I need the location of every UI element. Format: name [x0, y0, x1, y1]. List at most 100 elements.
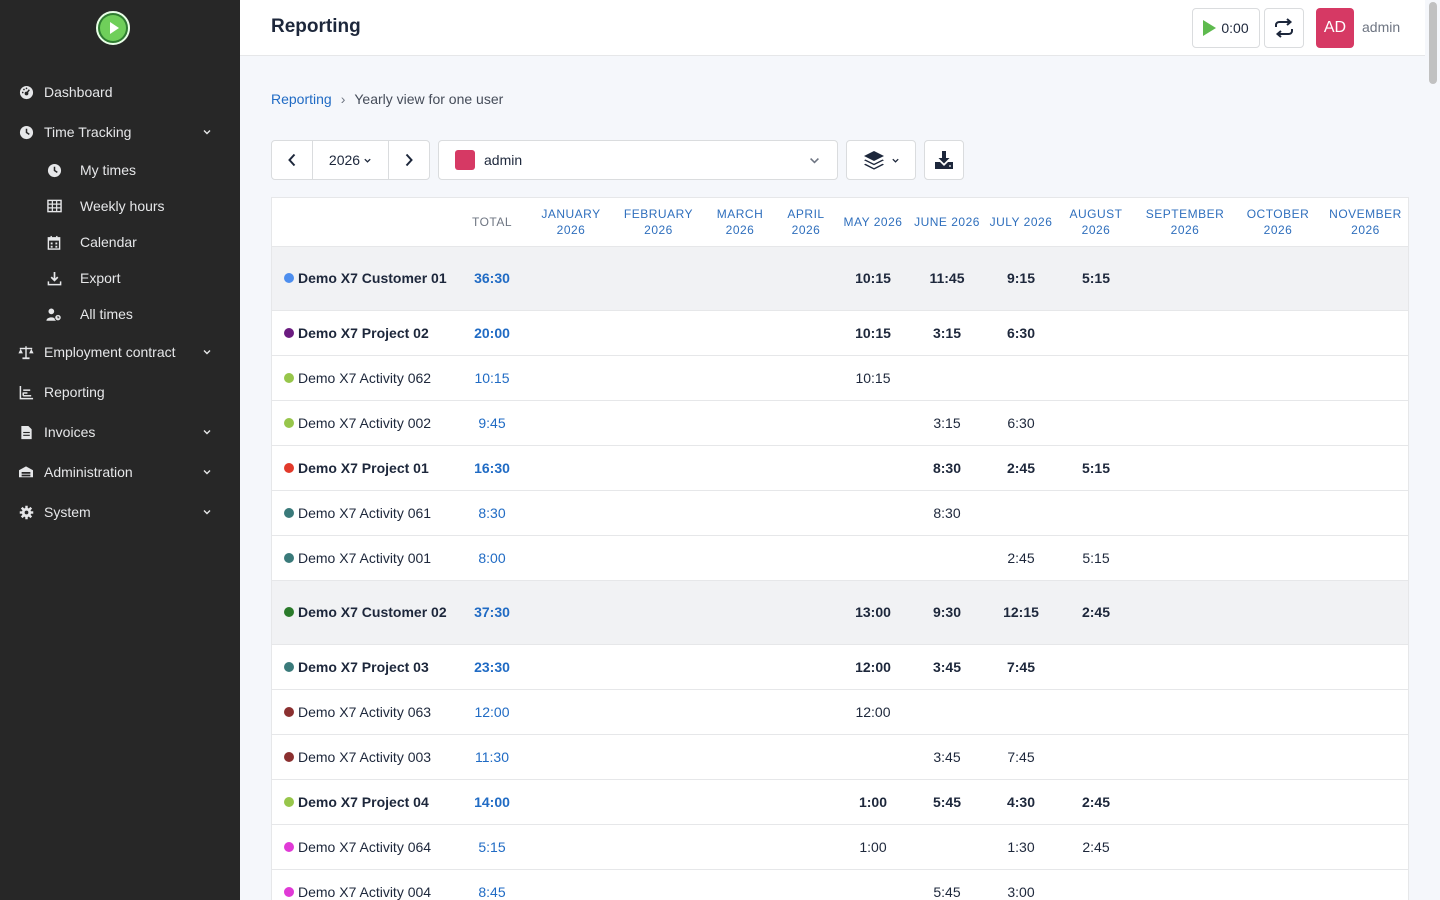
- month-cell: [1234, 734, 1322, 780]
- scale-icon: [18, 344, 34, 360]
- sidebar-item-administration[interactable]: Administration: [0, 452, 240, 492]
- month-cell: [838, 869, 908, 900]
- table-row-customer: Demo X7 Customer 02 37:30 13:00 9:30 12:15 2:…: [272, 580, 1408, 645]
- month-cell: [774, 535, 838, 581]
- row-total-link[interactable]: 14:00: [453, 779, 531, 825]
- month-cell: [706, 689, 774, 735]
- month-cell: 2:45: [1056, 580, 1136, 645]
- sidebar-item-label: Invoices: [44, 424, 96, 440]
- color-dot-icon: [284, 751, 294, 762]
- sidebar-item-reporting[interactable]: Reporting: [0, 372, 240, 412]
- header-month: SEPTEMBER 2026: [1136, 198, 1234, 247]
- row-total-link[interactable]: 9:45: [453, 400, 531, 446]
- sidebar-item-employment-contract[interactable]: Employment contract: [0, 332, 240, 372]
- color-dot-icon: [284, 462, 294, 473]
- sidebar-item-my-times[interactable]: My times: [0, 152, 240, 188]
- previous-year-button[interactable]: [272, 141, 312, 179]
- header-month: APRIL 2026: [774, 198, 838, 247]
- row-total-link[interactable]: 16:30: [453, 445, 531, 491]
- month-cell: [1136, 689, 1234, 735]
- row-total-link[interactable]: 20:00: [453, 310, 531, 356]
- users-clock-icon: [46, 306, 62, 322]
- month-cell: 13:00: [838, 580, 908, 645]
- start-timer-button[interactable]: 0:00: [1192, 8, 1260, 48]
- month-cell: 9:30: [908, 580, 986, 645]
- row-name-cell: Demo X7 Activity 001: [272, 535, 453, 581]
- sidebar-item-weekly-hours[interactable]: Weekly hours: [0, 188, 240, 224]
- month-cell: [611, 490, 706, 536]
- sidebar: Dashboard Time Tracking My times Weekly …: [0, 0, 240, 900]
- row-total-link[interactable]: 8:00: [453, 535, 531, 581]
- breadcrumb: Reporting › Yearly view for one user: [271, 91, 503, 107]
- activity-name: Demo X7 Activity 002: [298, 414, 432, 431]
- row-total-link[interactable]: 10:15: [453, 355, 531, 401]
- row-total-link[interactable]: 8:45: [453, 869, 531, 900]
- sidebar-item-calendar[interactable]: Calendar: [0, 224, 240, 260]
- color-dot-icon: [284, 796, 294, 807]
- row-total-link[interactable]: 11:30: [453, 734, 531, 780]
- play-icon: [1203, 20, 1217, 36]
- row-total-link[interactable]: 23:30: [453, 644, 531, 690]
- user-select[interactable]: admin: [438, 140, 838, 180]
- sidebar-item-time-tracking[interactable]: Time Tracking: [0, 112, 240, 152]
- month-cell: [1322, 535, 1408, 581]
- header-month: JULY 2026: [986, 198, 1056, 247]
- sidebar-item-invoices[interactable]: Invoices: [0, 412, 240, 452]
- avatar[interactable]: AD: [1316, 8, 1354, 48]
- year-select[interactable]: 2026: [311, 141, 390, 179]
- app-logo[interactable]: [96, 11, 130, 45]
- month-cell: [774, 734, 838, 780]
- sidebar-item-all-times[interactable]: All times: [0, 296, 240, 332]
- month-cell: 1:00: [838, 779, 908, 825]
- sidebar-item-system[interactable]: System: [0, 492, 240, 532]
- row-total-link[interactable]: 5:15: [453, 824, 531, 870]
- row-name-cell: Demo X7 Customer 01: [272, 246, 453, 311]
- row-name-cell: Demo X7 Activity 062: [272, 355, 453, 401]
- row-total-link[interactable]: 36:30: [453, 246, 531, 311]
- month-cell: [531, 355, 611, 401]
- sidebar-item-label: Employment contract: [44, 344, 176, 360]
- breadcrumb-current: Yearly view for one user: [354, 91, 504, 107]
- month-cell: [706, 535, 774, 581]
- month-cell: [611, 246, 706, 311]
- scrollbar[interactable]: [1425, 0, 1440, 900]
- month-cell: [1056, 310, 1136, 356]
- month-cell: [1322, 580, 1408, 645]
- month-cell: [531, 689, 611, 735]
- month-cell: [1322, 355, 1408, 401]
- sidebar-item-export[interactable]: Export: [0, 260, 240, 296]
- sync-button[interactable]: [1264, 8, 1304, 48]
- header-month: AUGUST 2026: [1056, 198, 1136, 247]
- month-cell: [531, 644, 611, 690]
- month-cell: [838, 490, 908, 536]
- project-name: Demo X7 Project 03: [298, 658, 429, 675]
- row-name-cell: Demo X7 Project 04: [272, 779, 453, 825]
- grouping-dropdown-button[interactable]: [846, 140, 916, 180]
- sidebar-item-dashboard[interactable]: Dashboard: [0, 72, 240, 112]
- row-name-cell: Demo X7 Activity 002: [272, 400, 453, 446]
- next-year-button[interactable]: [389, 141, 429, 179]
- month-cell: [1056, 644, 1136, 690]
- table-row-activity: Demo X7 Activity 001 8:00 2:45 5:15: [272, 535, 1408, 581]
- table-row-activity: Demo X7 Activity 063 12:00 12:00: [272, 689, 1408, 735]
- breadcrumb-link-reporting[interactable]: Reporting: [271, 91, 332, 107]
- month-cell: 3:15: [908, 400, 986, 446]
- month-cell: [611, 734, 706, 780]
- month-cell: 10:15: [838, 246, 908, 311]
- month-cell: [774, 689, 838, 735]
- sync-icon: [1275, 18, 1293, 38]
- row-total-link[interactable]: 8:30: [453, 490, 531, 536]
- month-cell: 6:30: [986, 400, 1056, 446]
- row-total-link[interactable]: 37:30: [453, 580, 531, 645]
- month-cell: [1234, 689, 1322, 735]
- color-dot-icon: [284, 607, 294, 617]
- month-cell: [611, 824, 706, 870]
- user-menu-name[interactable]: admin: [1362, 19, 1401, 35]
- month-cell: [706, 580, 774, 645]
- scrollbar-thumb[interactable]: [1429, 2, 1437, 84]
- row-total-link[interactable]: 12:00: [453, 689, 531, 735]
- user-select-value: admin: [484, 152, 523, 168]
- download-button[interactable]: [924, 140, 964, 180]
- user-color-swatch: [455, 150, 475, 170]
- month-cell: [1322, 310, 1408, 356]
